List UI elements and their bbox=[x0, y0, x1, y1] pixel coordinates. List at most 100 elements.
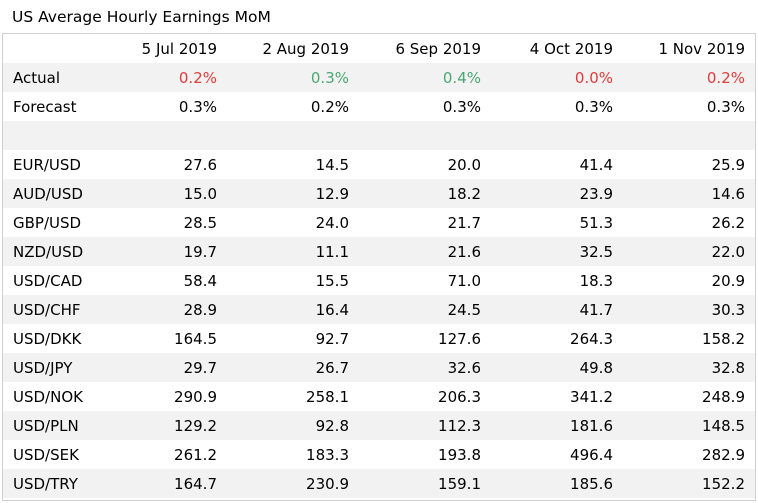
actual-value: 0.2% bbox=[706, 68, 745, 87]
row-label: USD/CHF bbox=[13, 300, 81, 319]
table-cell: 248.9 bbox=[702, 387, 745, 406]
row-label: USD/SEK bbox=[13, 445, 79, 464]
table-row: GBP/USD 28.5 24.0 21.7 51.3 26.2 bbox=[3, 208, 755, 237]
table-cell: 129.2 bbox=[174, 416, 217, 435]
table-cell: 258.1 bbox=[306, 387, 349, 406]
row-label: NZD/USD bbox=[13, 242, 84, 261]
table-cell: 261.2 bbox=[174, 445, 217, 464]
table-cell: 112.3 bbox=[438, 416, 481, 435]
actual-row: Actual 0.2% 0.3% 0.4% 0.0% 0.2% bbox=[3, 63, 755, 92]
table-cell: 16.4 bbox=[315, 300, 349, 319]
column-header: 2 Aug 2019 bbox=[262, 39, 349, 58]
table-cell: 49.8 bbox=[579, 358, 613, 377]
table-cell: 92.8 bbox=[315, 416, 349, 435]
table-cell: 21.6 bbox=[447, 242, 481, 261]
row-label: USD/DKK bbox=[13, 329, 82, 348]
table-cell: 28.9 bbox=[183, 300, 217, 319]
table-cell: 24.0 bbox=[315, 213, 349, 232]
table-cell: 27.6 bbox=[183, 155, 217, 174]
table-cell: 25.9 bbox=[711, 155, 745, 174]
row-label: USD/CAD bbox=[13, 271, 83, 290]
table-row: NZD/USD 19.7 11.1 21.6 32.5 22.0 bbox=[3, 237, 755, 266]
table-cell: 71.0 bbox=[447, 271, 481, 290]
table-cell: 26.2 bbox=[711, 213, 745, 232]
forecast-value: 0.2% bbox=[310, 97, 349, 116]
table-cell: 11.1 bbox=[315, 242, 349, 261]
row-label: AUD/USD bbox=[13, 184, 83, 203]
table-cell: 20.0 bbox=[447, 155, 481, 174]
spacer-row bbox=[3, 121, 755, 150]
table-cell: 164.5 bbox=[174, 329, 217, 348]
table-cell: 158.2 bbox=[702, 329, 745, 348]
table-row: AUD/USD 15.0 12.9 18.2 23.9 14.6 bbox=[3, 179, 755, 208]
table-cell: 164.7 bbox=[174, 474, 217, 493]
table-cell: 20.9 bbox=[711, 271, 745, 290]
table-cell: 22.0 bbox=[711, 242, 745, 261]
column-header: 6 Sep 2019 bbox=[395, 39, 481, 58]
table-cell: 290.9 bbox=[174, 387, 217, 406]
table-cell: 58.4 bbox=[183, 271, 217, 290]
table-row: USD/PLN 129.2 92.8 112.3 181.6 148.5 bbox=[3, 411, 755, 440]
table-row: USD/JPY 29.7 26.7 32.6 49.8 32.8 bbox=[3, 353, 755, 382]
table-row: USD/NOK 290.9 258.1 206.3 341.2 248.9 bbox=[3, 382, 755, 411]
table-cell: 92.7 bbox=[315, 329, 349, 348]
row-label: Actual bbox=[13, 68, 60, 87]
table-cell: 19.7 bbox=[183, 242, 217, 261]
table-cell: 496.4 bbox=[570, 445, 613, 464]
forecast-value: 0.3% bbox=[706, 97, 745, 116]
table-cell: 12.9 bbox=[315, 184, 349, 203]
table-cell: 26.7 bbox=[315, 358, 349, 377]
row-label: USD/JPY bbox=[13, 358, 73, 377]
forecast-value: 0.3% bbox=[574, 97, 613, 116]
table-cell: 14.5 bbox=[315, 155, 349, 174]
table-cell: 14.6 bbox=[711, 184, 745, 203]
column-header: 5 Jul 2019 bbox=[141, 39, 217, 58]
row-label: EUR/USD bbox=[13, 155, 81, 174]
table-row: USD/TRY 164.7 230.9 159.1 185.6 152.2 bbox=[3, 469, 755, 498]
table-cell: 41.4 bbox=[579, 155, 613, 174]
column-header: 4 Oct 2019 bbox=[529, 39, 613, 58]
table-cell: 32.5 bbox=[579, 242, 613, 261]
table-row: USD/SEK 261.2 183.3 193.8 496.4 282.9 bbox=[3, 440, 755, 469]
actual-value: 0.3% bbox=[310, 68, 349, 87]
forecast-value: 0.3% bbox=[442, 97, 481, 116]
row-label: USD/TRY bbox=[13, 474, 78, 493]
table-title: US Average Hourly Earnings MoM bbox=[12, 8, 271, 26]
table-cell: 230.9 bbox=[306, 474, 349, 493]
table-cell: 206.3 bbox=[438, 387, 481, 406]
row-label: Forecast bbox=[13, 97, 77, 116]
table-cell: 185.6 bbox=[570, 474, 613, 493]
table-cell: 152.2 bbox=[702, 474, 745, 493]
row-label: USD/PLN bbox=[13, 416, 79, 435]
table-cell: 127.6 bbox=[438, 329, 481, 348]
column-header: 1 Nov 2019 bbox=[658, 39, 745, 58]
table-cell: 41.7 bbox=[579, 300, 613, 319]
forecast-row: Forecast 0.3% 0.2% 0.3% 0.3% 0.3% bbox=[3, 92, 755, 121]
table-cell: 18.3 bbox=[579, 271, 613, 290]
table-cell: 264.3 bbox=[570, 329, 613, 348]
table-cell: 28.5 bbox=[183, 213, 217, 232]
table-cell: 181.6 bbox=[570, 416, 613, 435]
table-cell: 29.7 bbox=[183, 358, 217, 377]
table-row: USD/CAD 58.4 15.5 71.0 18.3 20.9 bbox=[3, 266, 755, 295]
table-cell: 282.9 bbox=[702, 445, 745, 464]
table-cell: 18.2 bbox=[447, 184, 481, 203]
row-label: GBP/USD bbox=[13, 213, 82, 232]
table-cell: 32.6 bbox=[447, 358, 481, 377]
table-cell: 193.8 bbox=[438, 445, 481, 464]
header-row: 5 Jul 2019 2 Aug 2019 6 Sep 2019 4 Oct 2… bbox=[3, 34, 755, 63]
table-cell: 24.5 bbox=[447, 300, 481, 319]
table-cell: 341.2 bbox=[570, 387, 613, 406]
table-cell: 32.8 bbox=[711, 358, 745, 377]
currency-pair-rows: EUR/USD 27.6 14.5 20.0 41.4 25.9 AUD/USD 15.0 12… bbox=[3, 150, 755, 498]
row-label: USD/NOK bbox=[13, 387, 83, 406]
actual-value: 0.4% bbox=[442, 68, 481, 87]
table-row: EUR/USD 27.6 14.5 20.0 41.4 25.9 bbox=[3, 150, 755, 179]
table-cell: 30.3 bbox=[711, 300, 745, 319]
forecast-value: 0.3% bbox=[178, 97, 217, 116]
table-cell: 15.0 bbox=[183, 184, 217, 203]
table-cell: 15.5 bbox=[315, 271, 349, 290]
table-cell: 148.5 bbox=[702, 416, 745, 435]
table-cell: 23.9 bbox=[579, 184, 613, 203]
table-row: USD/DKK 164.5 92.7 127.6 264.3 158.2 bbox=[3, 324, 755, 353]
